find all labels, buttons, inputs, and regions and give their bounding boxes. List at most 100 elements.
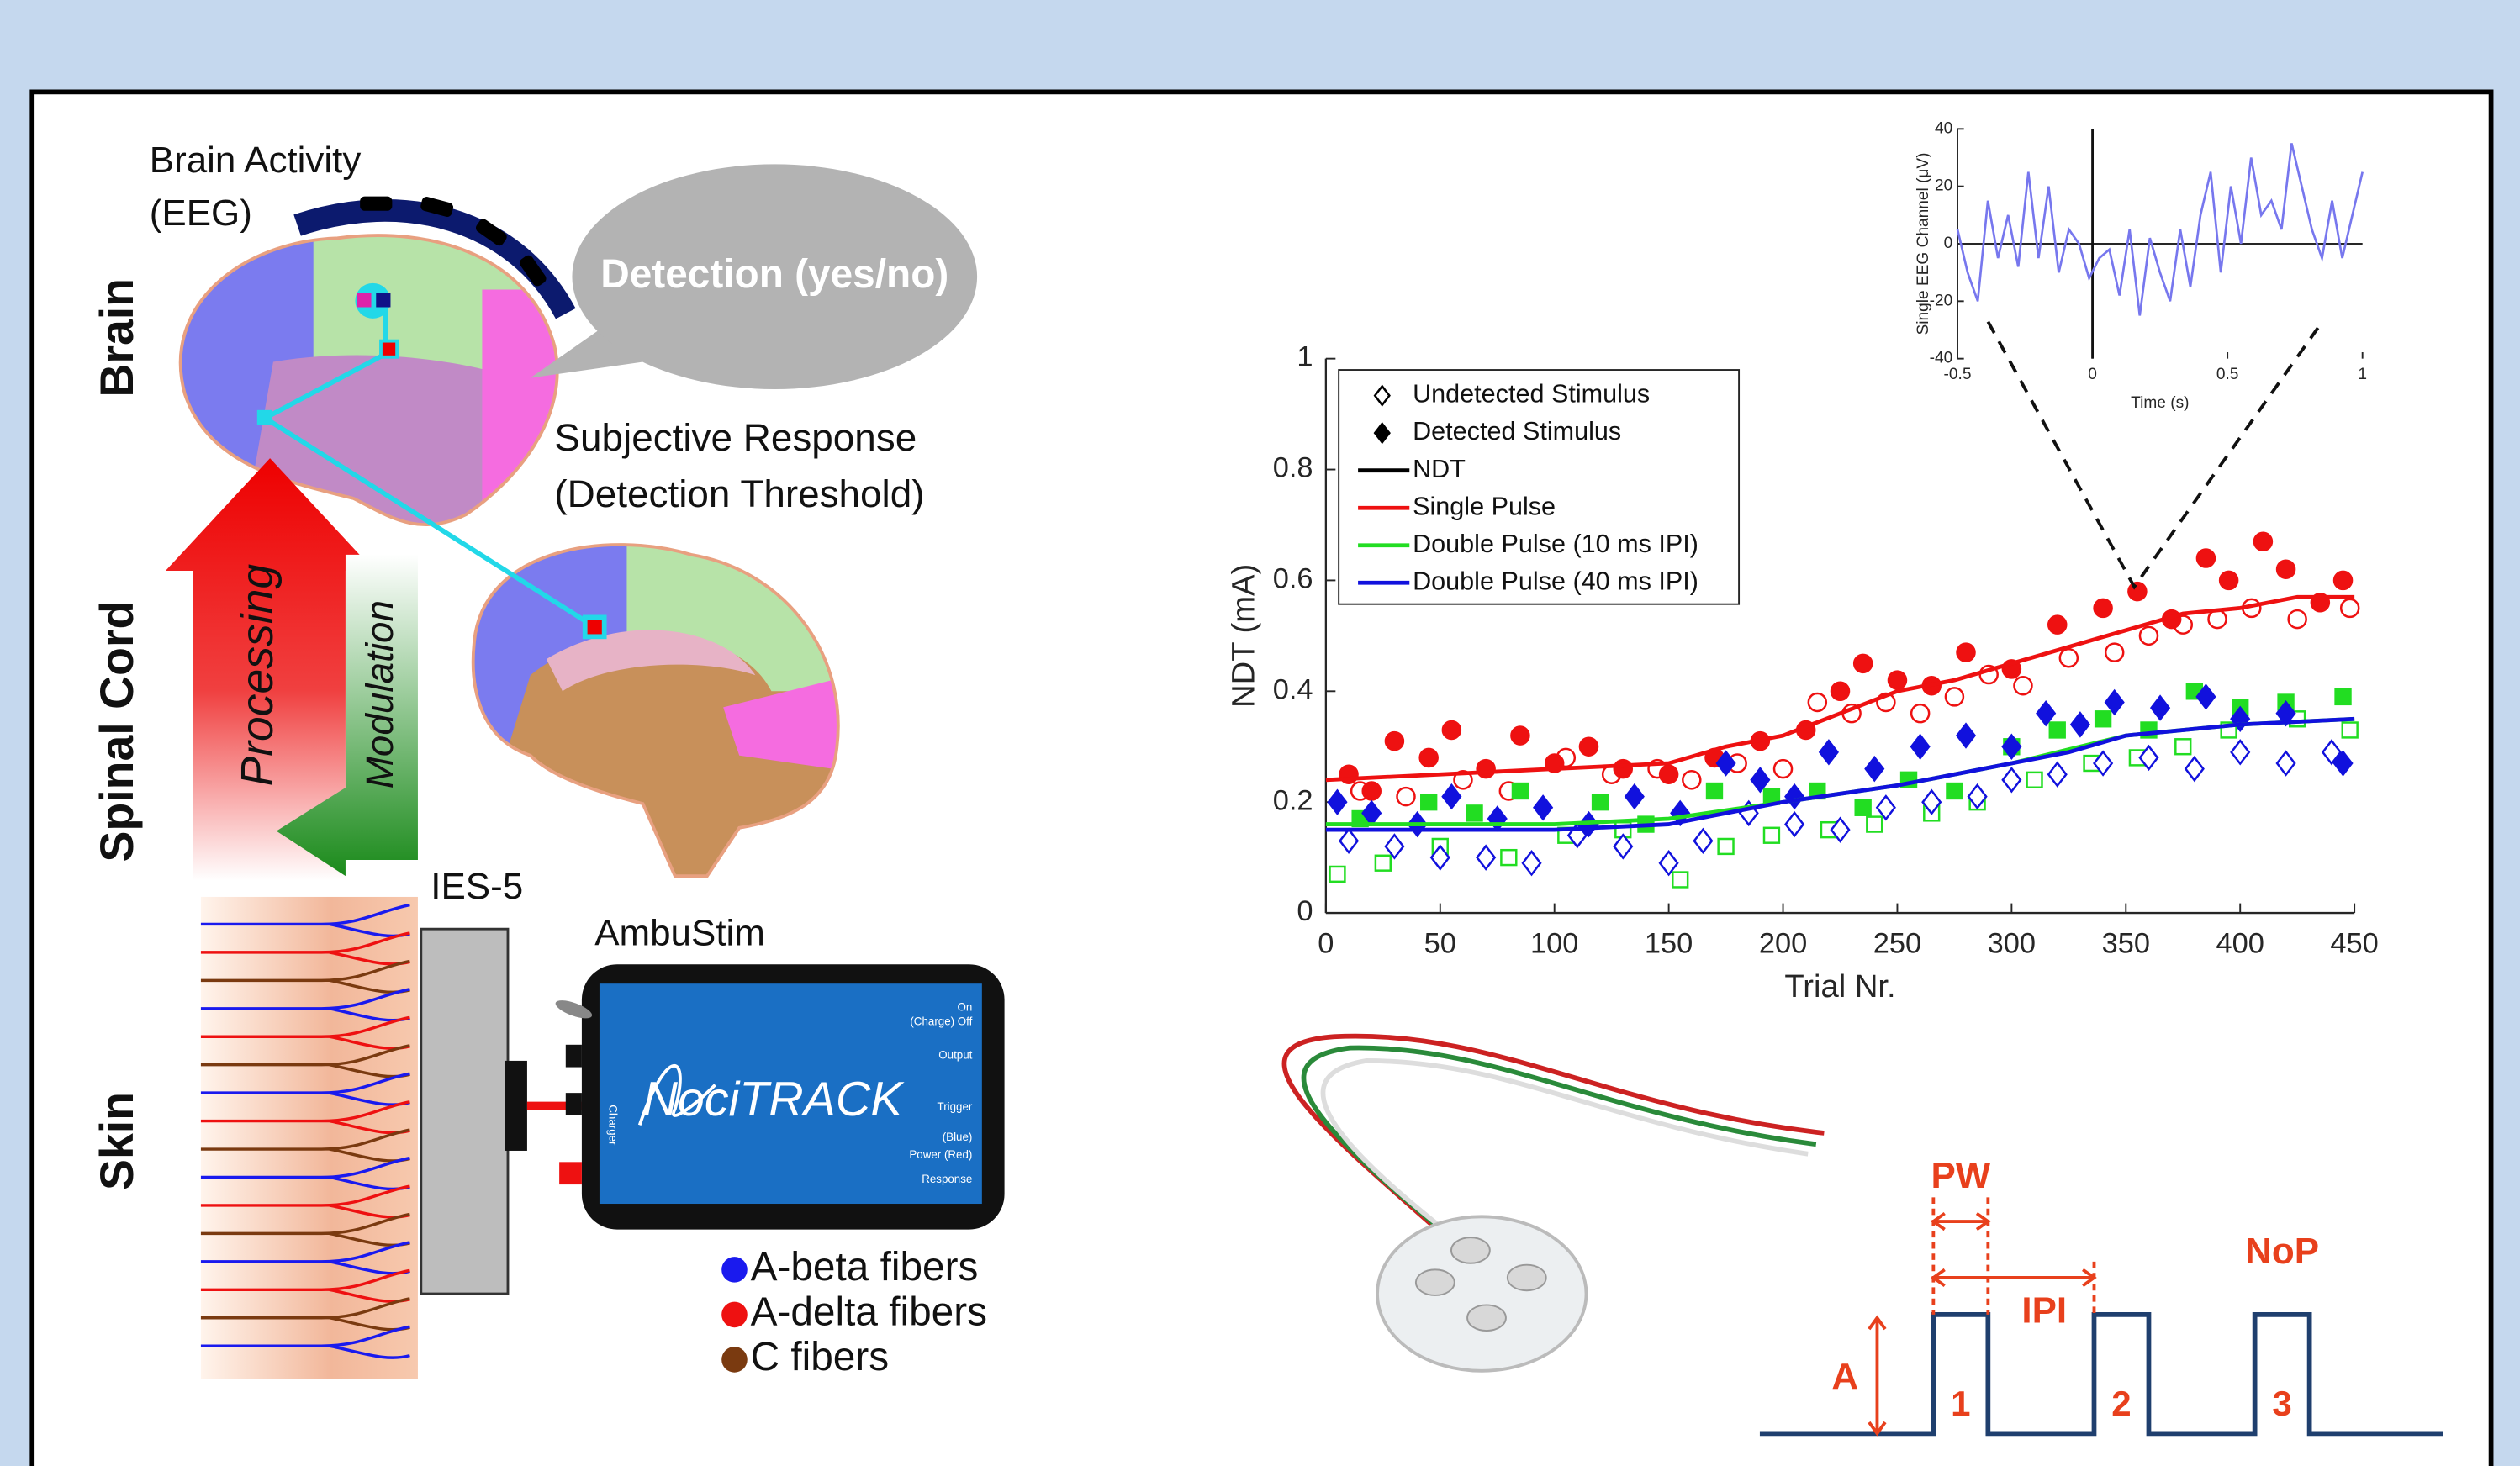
point [1831,683,1849,700]
point [1363,782,1381,799]
point [1660,766,1677,783]
inset-y-tick-label: -20 [1930,292,1953,309]
legend-label: NDT [1413,455,1466,483]
inset-x-tick-label: -0.5 [1944,366,1972,383]
inset-x-axis-label: Time (s) [2131,394,2189,412]
inset-y-tick-label: 40 [1935,119,1952,137]
point [1946,688,1963,705]
inset-y-tick-label: -40 [1930,350,1953,367]
label: (Detection Threshold) [554,472,924,515]
pulse-label: A [1831,1356,1858,1397]
point [1764,828,1779,843]
device-label: Charger [607,1105,620,1146]
node [257,410,272,425]
point [1513,783,1528,799]
pulse-label: IPI [2021,1290,2067,1332]
y-tick-label: 0.4 [1273,673,1313,705]
point [1443,721,1461,739]
point [2197,550,2215,567]
point [1477,760,1495,778]
label: (EEG) [150,192,252,234]
label: Detection (yes/no) [600,252,948,297]
point [1957,644,1974,662]
level-label: Spinal Cord [91,601,143,862]
legend-label: Undetected Stimulus [1413,380,1650,409]
level-label: Skin [91,1092,143,1190]
point [2209,610,2227,628]
page: {"chart_data": [ {"type": "scatter", "xl… [0,0,2520,1466]
point [1614,760,1632,778]
node [381,341,397,357]
point [1683,771,1700,788]
inset-y-tick-label: 20 [1935,177,1952,195]
point [1420,749,1438,767]
point [2050,723,2065,738]
point [2128,583,2146,600]
point [1911,704,1929,722]
level-label: Brain [91,278,143,398]
point [1707,783,1722,799]
y-tick-label: 0.2 [1273,784,1313,816]
point [2140,627,2158,645]
point [2334,572,2352,589]
legend-label: Double Pulse (10 ms IPI) [1413,530,1698,558]
device-button [566,1093,582,1115]
label: Brain Activity [150,140,362,181]
legend-label: Detected Stimulus [1413,417,1621,446]
fiber-key [721,1302,748,1328]
point [1854,655,1872,672]
point [1511,727,1529,745]
point [2220,572,2237,589]
x-tick-label: 0 [1318,927,1334,959]
point [1809,693,1826,711]
point [1672,873,1688,888]
point [1467,805,1482,820]
point [1867,817,1882,832]
point [1421,794,1436,809]
point [2289,610,2306,628]
label: AmbuStim [594,912,765,953]
point [1889,672,1906,689]
device-label: Power (Red) [909,1148,972,1161]
label: Processing [233,564,283,787]
x-tick-label: 50 [1424,927,1456,959]
point [1376,856,1391,871]
point [2277,561,2295,578]
device-label: Output [938,1049,972,1062]
device-button [566,1045,582,1068]
figure: Brain Activity (EEG) Detection (yes/no) … [0,0,2520,1466]
y-axis-label: NDT (mA) [1225,564,1261,708]
electrode [421,929,508,1294]
y-tick-label: 1 [1297,341,1313,373]
point [2343,723,2358,738]
pulse-number: 3 [2272,1384,2291,1423]
point [1330,867,1345,882]
label: IES-5 [431,866,523,907]
point [1774,760,1792,778]
point [1580,738,1598,756]
device-label: On [958,1000,973,1013]
node [357,293,371,307]
x-tick-label: 400 [2216,927,2264,959]
legend-label: Single Pulse [1413,492,1556,520]
inset-x-tick-label: 1 [2358,366,2367,383]
point [1501,850,1516,865]
x-tick-label: 100 [1530,927,1578,959]
legend-label: Double Pulse (40 ms IPI) [1413,567,1698,595]
node [585,617,605,636]
point [1386,732,1403,750]
x-tick-label: 300 [1988,927,2036,959]
y-tick-label: 0.6 [1273,563,1313,595]
label: Modulation [357,600,401,788]
x-tick-label: 450 [2330,927,2378,959]
pulse-label: PW [1931,1155,1990,1196]
fiber-label: C fibers [751,1335,890,1379]
inset-x-tick-label: 0.5 [2216,366,2239,383]
fiber-label: A-beta fibers [751,1245,979,1289]
point [1593,794,1608,809]
inset-y-axis-label: Single EEG Channel (μV) [1915,152,1932,335]
point [2014,677,2031,694]
x-tick-label: 350 [2102,927,2150,959]
point [2105,644,2123,662]
y-tick-label: 0.8 [1273,452,1313,484]
